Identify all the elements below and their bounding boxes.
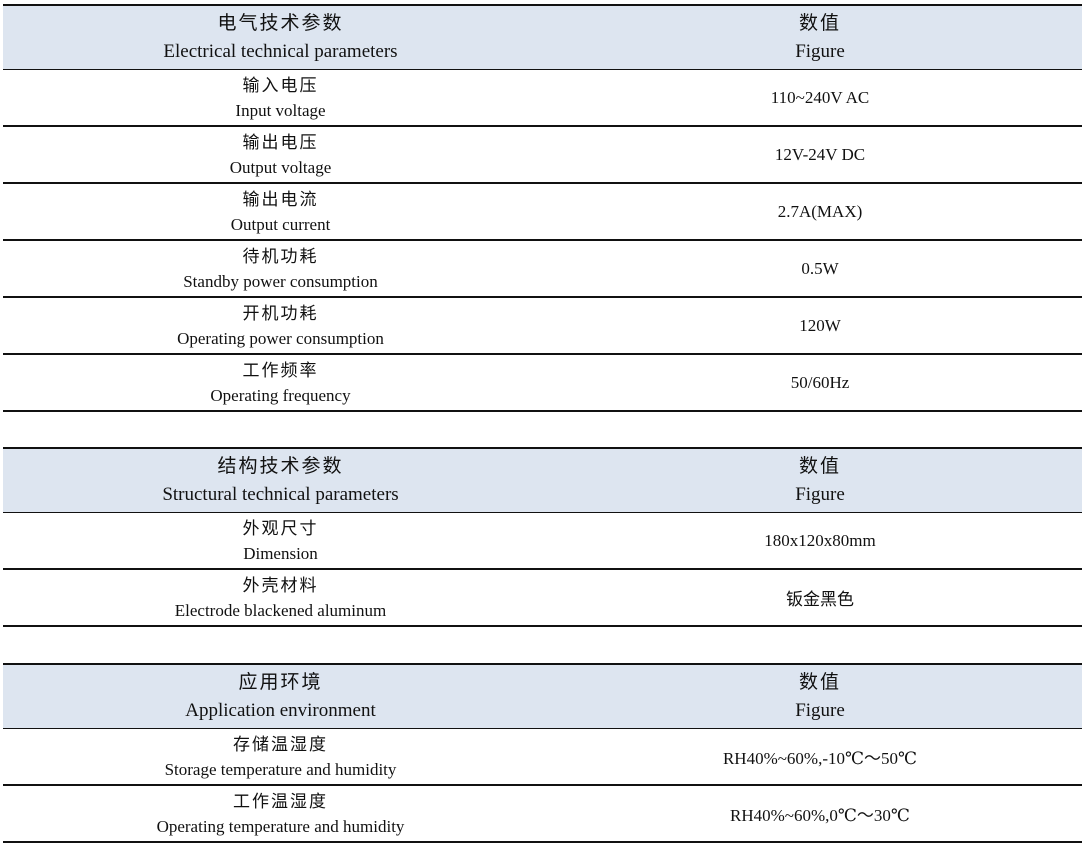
value-cell: 180x120x80mm <box>558 513 1082 568</box>
parameter-cell: 输出电压 Output voltage <box>3 127 558 182</box>
table-row: 开机功耗 Operating power consumption 120W <box>3 298 1082 355</box>
value-cell: RH40%~60%,-10℃～50℃ <box>558 729 1082 784</box>
table-row: 存储温湿度 Storage temperature and humidity R… <box>3 729 1082 786</box>
header-label-zh: 电气技术参数 <box>217 12 344 34</box>
parameter-name-zh: 外壳材料 <box>242 575 319 595</box>
header-label-en: Figure <box>795 699 845 721</box>
parameter-name-zh: 工作频率 <box>242 360 319 380</box>
parameter-name-en: Output current <box>230 214 331 234</box>
table-row: 输出电压 Output voltage 12V-24V DC <box>3 127 1082 184</box>
parameter-value: 180x120x80mm <box>764 530 876 550</box>
parameter-cell: 外壳材料 Electrode blackened aluminum <box>3 570 558 625</box>
parameter-name-zh: 待机功耗 <box>242 246 319 266</box>
parameter-cell: 存储温湿度 Storage temperature and humidity <box>3 729 558 784</box>
parameter-header: 电气技术参数 Electrical technical parameters <box>3 6 558 69</box>
parameter-cell: 工作温湿度 Operating temperature and humidity <box>3 786 558 841</box>
parameter-name-en: Input voltage <box>235 100 326 120</box>
table-row: 输入电压 Input voltage 110~240V AC <box>3 70 1082 127</box>
parameter-name-zh: 外观尺寸 <box>242 518 319 538</box>
parameter-value: 钣金黑色 <box>786 590 854 609</box>
parameter-name-en: Operating frequency <box>210 385 351 405</box>
value-cell: 钣金黑色 <box>558 570 1082 625</box>
table-row: 工作频率 Operating frequency 50/60Hz <box>3 355 1082 412</box>
parameter-header: 结构技术参数 Structural technical parameters <box>3 449 558 512</box>
parameter-name-en: Operating power consumption <box>177 328 384 348</box>
header-label-en: Application environment <box>185 699 376 721</box>
parameter-cell: 外观尺寸 Dimension <box>3 513 558 568</box>
parameter-cell: 工作频率 Operating frequency <box>3 355 558 410</box>
value-cell: RH40%~60%,0℃～30℃ <box>558 786 1082 841</box>
table-header: 应用环境 Application environment 数值 Figure <box>3 665 1082 729</box>
parameter-header: 应用环境 Application environment <box>3 665 558 728</box>
header-label-zh: 数值 <box>798 455 841 477</box>
header-label-en: Structural technical parameters <box>162 483 399 505</box>
value-cell: 0.5W <box>558 241 1082 296</box>
parameter-cell: 待机功耗 Standby power consumption <box>3 241 558 296</box>
parameter-name-zh: 工作温湿度 <box>233 791 328 811</box>
table-row: 外观尺寸 Dimension 180x120x80mm <box>3 513 1082 570</box>
header-label-en: Electrical technical parameters <box>163 40 398 62</box>
value-cell: 120W <box>558 298 1082 353</box>
parameter-value: 0.5W <box>801 258 839 278</box>
header-label-en: Figure <box>795 483 845 505</box>
structural-parameters-table: 结构技术参数 Structural technical parameters 数… <box>3 447 1082 627</box>
parameter-name-zh: 输出电流 <box>242 189 319 209</box>
value-cell: 12V-24V DC <box>558 127 1082 182</box>
parameter-name-en: Output voltage <box>229 157 332 177</box>
parameter-value: RH40%~60%,0℃～30℃ <box>730 806 910 825</box>
value-cell: 110~240V AC <box>558 70 1082 125</box>
table-row: 外壳材料 Electrode blackened aluminum 钣金黑色 <box>3 570 1082 627</box>
value-header: 数值 Figure <box>558 449 1082 512</box>
parameter-value: 120W <box>799 315 841 335</box>
parameter-value: 12V-24V DC <box>774 144 866 164</box>
header-label-zh: 应用环境 <box>238 671 323 693</box>
parameter-name-en: Dimension <box>243 543 318 563</box>
value-cell: 50/60Hz <box>558 355 1082 410</box>
parameter-name-zh: 输出电压 <box>242 132 319 152</box>
parameter-name-en: Operating temperature and humidity <box>156 816 405 836</box>
parameter-name-zh: 存储温湿度 <box>233 734 328 754</box>
header-label-en: Figure <box>795 40 845 62</box>
header-label-zh: 数值 <box>798 12 841 34</box>
header-label-zh: 数值 <box>798 671 841 693</box>
parameter-value: RH40%~60%,-10℃～50℃ <box>722 749 918 768</box>
table-row: 输出电流 Output current 2.7A(MAX) <box>3 184 1082 241</box>
parameter-value: 50/60Hz <box>790 372 850 392</box>
parameter-name-en: Storage temperature and humidity <box>164 759 397 779</box>
parameter-name-zh: 开机功耗 <box>242 303 319 323</box>
parameter-value: 2.7A(MAX) <box>777 201 863 221</box>
parameter-cell: 输入电压 Input voltage <box>3 70 558 125</box>
value-header: 数值 Figure <box>558 6 1082 69</box>
parameter-name-en: Electrode blackened aluminum <box>174 600 387 620</box>
parameter-cell: 输出电流 Output current <box>3 184 558 239</box>
header-label-zh: 结构技术参数 <box>217 455 344 477</box>
table-header: 结构技术参数 Structural technical parameters 数… <box>3 449 1082 513</box>
table-header: 电气技术参数 Electrical technical parameters 数… <box>3 6 1082 70</box>
table-row: 工作温湿度 Operating temperature and humidity… <box>3 786 1082 843</box>
value-header: 数值 Figure <box>558 665 1082 728</box>
parameter-name-zh: 输入电压 <box>242 75 319 95</box>
electrical-parameters-table: 电气技术参数 Electrical technical parameters 数… <box>3 4 1082 412</box>
application-environment-table: 应用环境 Application environment 数值 Figure 存… <box>3 663 1082 843</box>
value-cell: 2.7A(MAX) <box>558 184 1082 239</box>
parameter-cell: 开机功耗 Operating power consumption <box>3 298 558 353</box>
table-row: 待机功耗 Standby power consumption 0.5W <box>3 241 1082 298</box>
parameter-value: 110~240V AC <box>770 87 870 107</box>
parameter-name-en: Standby power consumption <box>183 271 378 291</box>
